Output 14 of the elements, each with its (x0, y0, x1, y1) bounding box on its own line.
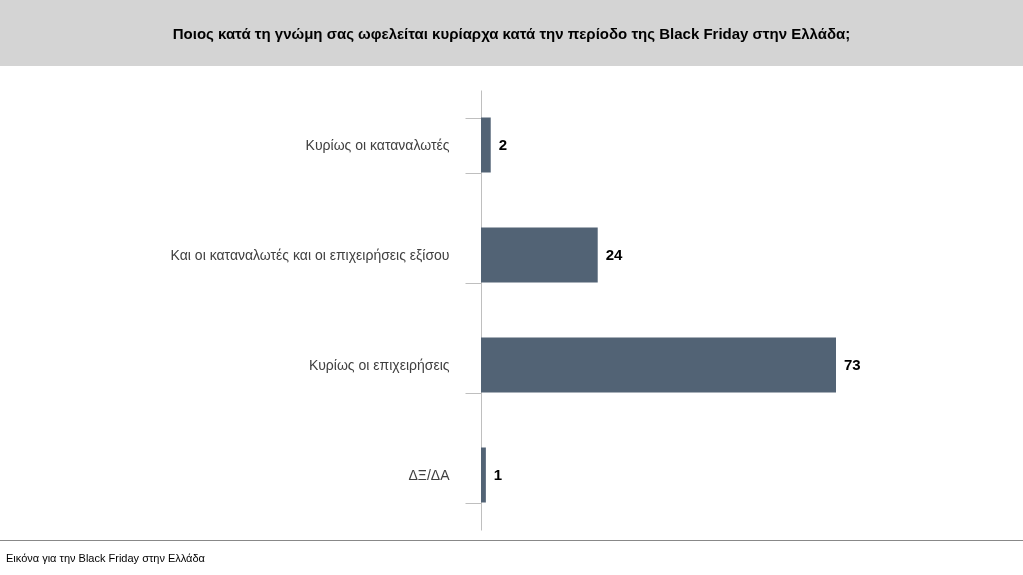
bar (481, 227, 598, 283)
data-label: 73 (844, 356, 861, 373)
y-tick-label: Και οι καταναλωτές και οι επιχειρήσεις εξίσου (170, 246, 450, 263)
y-tick-label: Κυρίως οι επιχειρήσεις (308, 356, 450, 373)
bar (481, 337, 836, 393)
data-label: 2 (498, 136, 508, 153)
data-label: 1 (493, 466, 503, 483)
chart-title: Ποιος κατά τη γνώμη σας ωφελείται κυρίαρχα κατά την περίοδο της Black Friday στην Ελλάδα; (0, 0, 1023, 66)
bar (481, 117, 491, 173)
y-tick-label: Κυρίως οι καταναλωτές (305, 136, 450, 153)
text: Εικόνα για την Black Friday στην Ελλάδα (6, 552, 205, 564)
data-label: 24 (605, 246, 624, 263)
y-tick-label: ΔΞ/ΔΑ (408, 466, 451, 483)
bar (481, 447, 486, 503)
